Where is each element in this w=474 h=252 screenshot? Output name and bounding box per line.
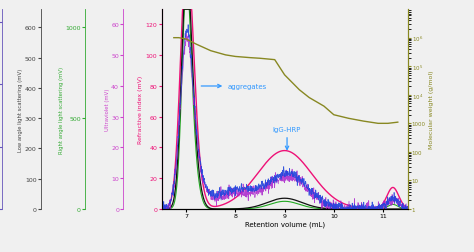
Text: aggregates: aggregates: [201, 84, 267, 90]
Y-axis label: Right angle light scattering (mV): Right angle light scattering (mV): [59, 66, 64, 153]
Text: IgG-HRP: IgG-HRP: [273, 127, 301, 150]
Y-axis label: Molecular weight (g/mol): Molecular weight (g/mol): [428, 71, 434, 149]
Y-axis label: Refractive index (mV): Refractive index (mV): [138, 76, 143, 144]
Y-axis label: Ultraviolet (mV): Ultraviolet (mV): [105, 88, 110, 131]
X-axis label: Retention volume (mL): Retention volume (mL): [245, 221, 325, 228]
Y-axis label: Low angle light scattering (mV): Low angle light scattering (mV): [18, 68, 23, 151]
